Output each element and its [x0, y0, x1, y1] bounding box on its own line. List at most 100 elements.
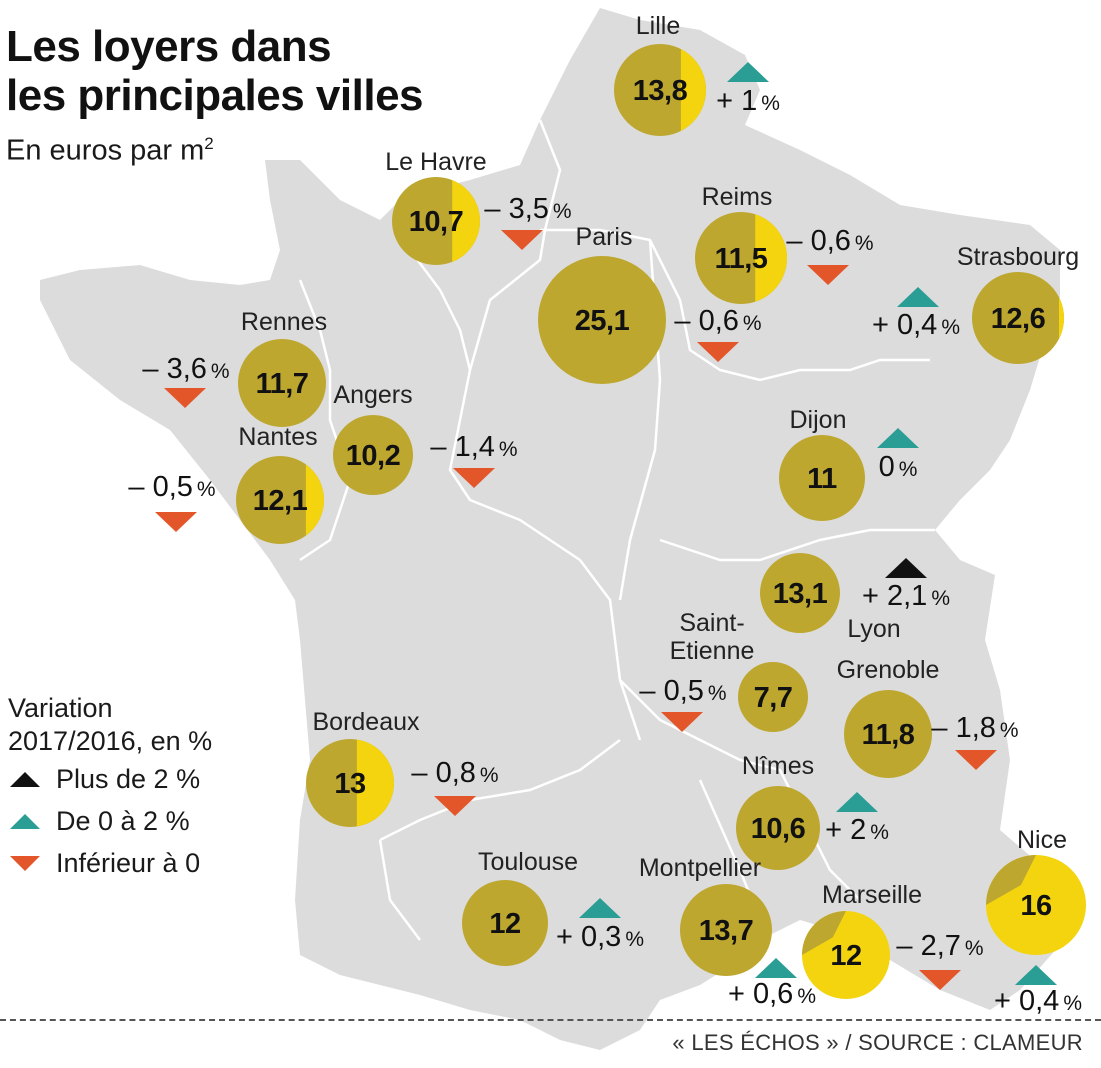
city-circle-highlight	[1058, 297, 1065, 339]
legend: Variation 2017/2016, en % Plus de 2 % De…	[8, 692, 212, 884]
city-circle	[844, 690, 932, 778]
triangle-up-icon	[885, 558, 927, 578]
city-variation: – 0,6%	[674, 305, 761, 337]
subtitle: En euros par m2	[6, 134, 214, 168]
city-value: 12	[830, 940, 861, 972]
city-variation: – 3,6%	[142, 353, 229, 385]
city-nantes: Nantes 12,1 – 0,5%	[128, 423, 324, 544]
city-value: 12,6	[991, 303, 1046, 335]
city-variation: + 0,3%	[556, 921, 644, 953]
city-variation: 0%	[879, 451, 918, 483]
city-strasbourg: Strasbourg 12,6 + 0,4%	[872, 243, 1079, 364]
triangle-up-icon	[755, 958, 797, 978]
city-marseille: Marseille 12 – 2,7%	[802, 881, 984, 999]
city-variation: – 2,7%	[896, 930, 983, 962]
city-circle-shade	[986, 855, 1036, 905]
city-value: 13	[334, 768, 366, 800]
city-rennes: Rennes 11,7 – 3,6%	[142, 308, 327, 427]
city-name: Lyon	[847, 615, 900, 643]
city-name: Nantes	[238, 423, 317, 451]
city-value: 13,7	[699, 915, 753, 947]
legend-item-plus-de-2: Plus de 2 %	[8, 758, 212, 800]
city-circle	[736, 786, 820, 870]
city-value: 12	[489, 908, 520, 940]
city-circle	[333, 415, 413, 495]
city-value: 11,7	[256, 368, 309, 400]
city-variation: + 0,4%	[872, 309, 960, 341]
city-value: 25,1	[575, 305, 630, 337]
city-variation: + 2,1%	[862, 580, 950, 612]
city-value: 7,7	[754, 682, 793, 714]
city-name: Rennes	[241, 308, 327, 336]
triangle-up-black-icon	[10, 772, 40, 787]
legend-title-line-1: Variation	[8, 693, 113, 723]
triangle-down-icon	[919, 970, 961, 990]
triangle-down-icon	[155, 512, 197, 532]
city-name: Strasbourg	[957, 243, 1079, 271]
page-title: Les loyers dans les principales villes	[6, 22, 424, 120]
city-name: Toulouse	[478, 848, 578, 876]
triangle-up-icon	[836, 792, 878, 812]
city-value: 16	[1020, 890, 1052, 922]
city-variation: + 1%	[716, 85, 780, 117]
legend-label: De 0 à 2 %	[56, 805, 190, 836]
city-value: 11	[807, 463, 837, 495]
city-variation: + 0,6%	[728, 978, 816, 1010]
city-name: Nîmes	[742, 752, 814, 780]
city-value: 11,5	[715, 243, 768, 275]
triangle-down-icon	[807, 265, 849, 285]
city-value: 10,6	[751, 813, 806, 845]
city-variation: – 0,8%	[411, 757, 498, 789]
city-name: Lille	[636, 12, 680, 40]
city-circle	[779, 435, 865, 521]
city-variation: – 1,8%	[931, 712, 1018, 744]
source-credit: « LES ÉCHOS » / SOURCE : CLAMEUR	[672, 1030, 1083, 1055]
triangle-down-icon	[697, 342, 739, 362]
triangle-down-icon	[434, 796, 476, 816]
city-lille: Lille 13,8 + 1%	[614, 12, 780, 136]
city-name: Saint-Etienne	[670, 609, 755, 665]
city-grenoble: Grenoble 11,8 – 1,8%	[837, 656, 1019, 778]
city-value: 12,1	[253, 485, 308, 517]
cities-layer: Lille 13,8 + 1 % Le Havre 10,7 – 3,5 % Reims 11,5…	[128, 12, 1086, 1017]
subtitle-superscript: 2	[204, 134, 214, 153]
footer-divider	[0, 1019, 1101, 1021]
city-saint-etienne: Saint-Etienne 7,7 – 0,5%	[639, 609, 808, 732]
city-le-havre: Le Havre 10,7 – 3,5%	[385, 148, 572, 265]
triangle-down-icon	[661, 712, 703, 732]
city-variation: + 0,4%	[994, 985, 1082, 1017]
triangle-up-teal-icon	[10, 814, 40, 829]
legend-item-inferieur-a-0: Inférieur à 0	[8, 842, 212, 884]
city-circle	[462, 880, 548, 966]
city-dijon: Dijon 11 0%	[779, 406, 919, 521]
city-circle	[538, 256, 666, 384]
triangle-up-icon	[579, 898, 621, 918]
city-circle	[680, 884, 772, 976]
triangle-up-icon	[877, 428, 919, 448]
triangle-up-icon	[897, 287, 939, 307]
title-line-1: Les loyers dans	[6, 22, 332, 71]
city-variation: + 2%	[825, 814, 889, 846]
city-circle-highlight	[356, 739, 395, 827]
city-circle-highlight	[452, 180, 480, 262]
city-bordeaux: Bordeaux 13 – 0,8%	[306, 708, 499, 827]
city-value: 10,7	[409, 206, 463, 238]
city-value: 13,8	[633, 75, 688, 107]
city-circle	[236, 456, 324, 544]
city-paris: Paris 25,1 – 0,6%	[538, 223, 762, 384]
city-circle	[760, 553, 840, 633]
city-lyon: Lyon 13,1 + 2,1%	[760, 553, 950, 643]
city-variation: – 0,5%	[639, 675, 726, 707]
city-name: Reims	[702, 183, 773, 211]
city-variation: – 3,5%	[484, 193, 571, 225]
triangle-up-icon	[1015, 965, 1057, 985]
city-circle-highlight	[755, 214, 787, 302]
legend-label: Inférieur à 0	[56, 847, 201, 878]
city-circle-shade	[802, 911, 846, 955]
city-name: Le Havre	[385, 148, 486, 176]
legend-title-line-2: 2017/2016, en %	[8, 726, 213, 756]
legend-label: Plus de 2 %	[56, 763, 201, 794]
city-value: 10,2	[346, 440, 400, 472]
city-circle	[238, 339, 326, 427]
